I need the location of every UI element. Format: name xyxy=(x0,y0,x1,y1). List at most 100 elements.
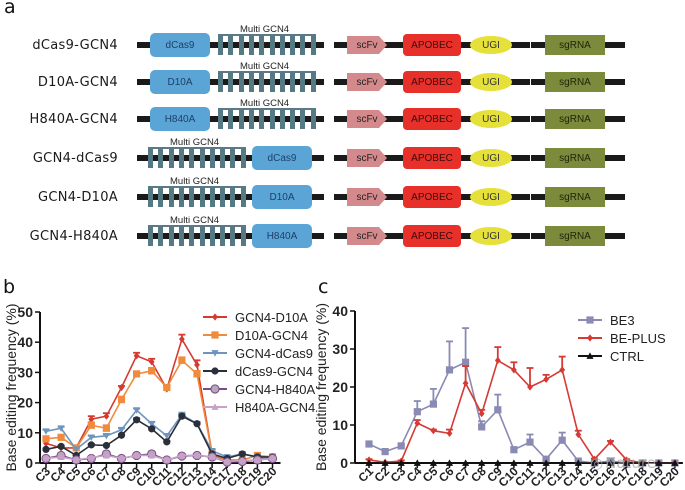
data-point xyxy=(148,451,156,459)
y-tick-label: 0 xyxy=(340,455,348,471)
construct-name: GCN4-D10A xyxy=(38,190,118,205)
data-point xyxy=(193,420,201,428)
data-point xyxy=(413,408,421,416)
gcn4-repeat xyxy=(228,72,234,92)
legend-label: GCN4-dCas9 xyxy=(235,346,313,361)
data-point xyxy=(72,456,80,463)
data-point xyxy=(591,455,598,463)
apobec-domain: APOBEC xyxy=(403,108,461,130)
chart-b: 01020304050C3C4C5C6C7C8C9C10C11C12C13C14… xyxy=(3,303,316,489)
data-point xyxy=(526,438,534,446)
multi-gcn4-label: Multi GCN4 xyxy=(240,24,290,35)
gcn4-repeat xyxy=(209,148,215,168)
panel-c-letter: c xyxy=(318,276,329,298)
gcn4-repeat xyxy=(158,148,164,168)
cas9-domain: dCas9 xyxy=(252,146,312,170)
data-point xyxy=(543,375,549,383)
gcn4-array: Multi GCN4 xyxy=(218,98,318,129)
gcn4-repeat xyxy=(248,72,254,92)
ugi-domain: UGI xyxy=(470,73,512,91)
data-point xyxy=(42,428,50,435)
gcn4-repeat xyxy=(259,35,265,55)
construct-name: GCN4-dCas9 xyxy=(32,151,118,166)
data-point xyxy=(42,445,50,454)
data-point xyxy=(57,453,65,460)
panel-b-letter: b xyxy=(3,276,16,298)
gcn4-repeat xyxy=(220,148,226,168)
data-point xyxy=(87,434,95,441)
data-point xyxy=(102,424,110,432)
y-axis-label: Base editing frequency (%) xyxy=(3,303,19,471)
data-point xyxy=(163,438,171,446)
data-point xyxy=(397,459,405,466)
gcn4-repeat xyxy=(218,109,223,129)
gcn4-repeat xyxy=(178,187,184,207)
legend-marker xyxy=(586,316,594,324)
gcn4-repeat xyxy=(230,148,236,168)
data-point xyxy=(494,406,502,414)
data-point xyxy=(178,451,186,459)
gcn4-repeat xyxy=(178,148,184,168)
y-tick-label: 20 xyxy=(332,379,348,395)
gcn4-repeat xyxy=(300,72,306,92)
data-point xyxy=(429,400,437,408)
data-point xyxy=(102,432,110,440)
gcn4-repeat xyxy=(310,109,316,129)
gcn4-repeat xyxy=(228,109,234,129)
legend-marker xyxy=(211,331,219,339)
y-tick-label: 40 xyxy=(332,303,348,319)
data-point xyxy=(526,459,534,466)
data-point xyxy=(365,440,373,448)
gcn4-repeat xyxy=(168,226,174,246)
legend-label: GCN4-H840A xyxy=(235,382,316,397)
construct-row: GCN4-H840A Multi GCN4 H840A scFv APOBEC UGI sg… xyxy=(0,215,685,256)
data-point xyxy=(238,456,246,464)
sgrna-element: sgRNA xyxy=(545,109,605,129)
data-point xyxy=(559,366,566,374)
apobec-domain: APOBEC xyxy=(403,71,461,93)
data-point xyxy=(148,420,156,428)
cas9-domain: H840A xyxy=(252,224,312,248)
data-point xyxy=(494,356,501,364)
scfv-domain: scFv xyxy=(347,73,387,91)
y-tick-label: 10 xyxy=(17,425,33,441)
legend-marker xyxy=(211,350,219,357)
data-point xyxy=(133,416,141,424)
sgrna-element: sgRNA xyxy=(545,187,605,207)
gcn4-repeat xyxy=(300,35,306,55)
data-point xyxy=(208,453,216,460)
gcn4-repeat xyxy=(279,72,285,92)
gcn4-repeat xyxy=(269,35,275,55)
construct-row: dCas9-GCN4 dCas9 Multi GCN4 scFv APOBEC UGI sg… xyxy=(0,24,685,65)
construct-row: D10A-GCN4 D10A Multi GCN4 scFv APOBEC UGI sgRN… xyxy=(0,61,685,102)
data-point xyxy=(57,425,65,432)
data-point xyxy=(590,459,598,466)
data-point xyxy=(527,383,533,391)
data-point xyxy=(42,435,50,443)
y-tick-label: 50 xyxy=(17,304,33,320)
gcn4-repeat xyxy=(168,148,174,168)
legend-marker xyxy=(587,334,593,342)
data-point xyxy=(606,459,615,466)
data-point xyxy=(103,412,110,420)
data-point xyxy=(268,454,277,462)
gcn4-repeat xyxy=(240,148,246,168)
data-point xyxy=(510,459,518,466)
data-point xyxy=(365,459,373,466)
y-tick-label: 10 xyxy=(332,417,348,433)
data-point xyxy=(381,459,389,466)
scfv-domain: scFv xyxy=(347,149,387,167)
ugi-domain: UGI xyxy=(470,36,512,54)
gcn4-repeat xyxy=(178,226,184,246)
gcn4-repeat xyxy=(238,35,244,55)
gcn4-repeat xyxy=(248,109,254,129)
data-point xyxy=(102,451,110,459)
data-point xyxy=(163,456,171,463)
ugi-domain: UGI xyxy=(470,188,512,206)
gcn4-repeat xyxy=(220,187,226,207)
scfv-domain: scFv xyxy=(347,188,387,206)
gcn4-repeat xyxy=(240,226,246,246)
gcn4-repeat xyxy=(189,226,195,246)
data-point xyxy=(655,459,663,466)
apobec-domain: APOBEC xyxy=(403,225,461,247)
